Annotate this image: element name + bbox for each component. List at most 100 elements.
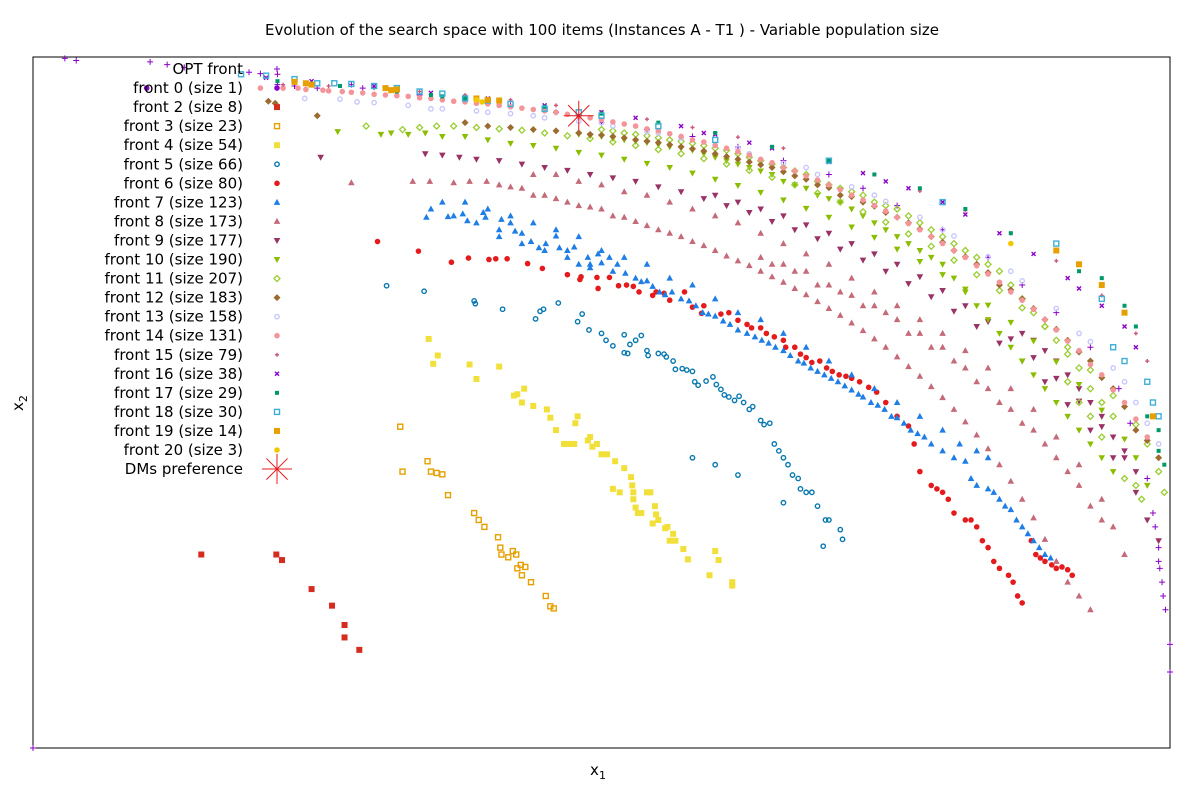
data-point-s8-93 (905, 329, 912, 336)
data-point-s3-20 (527, 578, 535, 586)
data-point-s5-38 (725, 394, 732, 400)
data-point-s9-19 (814, 236, 821, 243)
data-point-s2-7 (356, 646, 363, 653)
data-point-s6-42 (823, 365, 830, 371)
legend-label: front 12 (size 183) (105, 289, 244, 307)
data-point-s11-42 (1063, 350, 1072, 359)
data-point-s5-32 (695, 382, 702, 389)
data-point-s5-23 (655, 350, 662, 357)
data-point-s14-4 (359, 90, 366, 96)
legend-marker (274, 332, 280, 339)
data-point-s7-79 (1007, 506, 1015, 513)
data-point-s14-57 (735, 148, 741, 155)
data-point-s8-82 (1053, 433, 1060, 440)
data-point-s10-41 (1075, 427, 1083, 434)
data-point-s9-21 (859, 257, 867, 264)
data-point-s10-73 (711, 154, 719, 161)
data-point-s5-56 (814, 503, 821, 510)
data-point-s14-28 (905, 220, 912, 227)
data-point-s11-88 (1086, 412, 1095, 421)
data-point-s11-16 (722, 160, 731, 169)
data-point-s7-102 (666, 274, 674, 281)
data-point-s4-31 (632, 504, 639, 511)
data-point-s11-45 (1029, 308, 1038, 317)
data-point-s11-50 (972, 253, 981, 262)
data-point-s8-105 (825, 281, 833, 288)
data-point-s12-16 (757, 161, 765, 169)
data-point-s8-69 (757, 229, 764, 236)
data-point-s12-4 (484, 122, 492, 130)
data-point-s7-75 (984, 485, 992, 492)
data-point-s7-9 (511, 227, 519, 234)
data-point-s11-20 (813, 189, 822, 198)
data-point-s4-30 (630, 496, 637, 503)
data-point-s7-12 (535, 244, 543, 251)
data-point-s8-89 (814, 281, 821, 288)
data-point-s3-6 (444, 491, 452, 499)
data-point-s14-36 (1087, 361, 1094, 368)
data-point-s18-22 (1109, 344, 1117, 351)
data-point-s18-19 (939, 198, 946, 206)
data-point-s9-55 (1018, 330, 1026, 337)
data-point-s14-15 (610, 119, 616, 125)
data-point-s5-45 (761, 421, 767, 428)
data-point-s5-1 (421, 288, 428, 295)
data-point-s13-38 (1007, 268, 1014, 275)
data-point-s17-2 (337, 84, 342, 89)
data-point-s10-22 (825, 214, 833, 221)
data-point-s7-56 (841, 382, 849, 389)
data-point-s8-23 (689, 237, 696, 244)
data-point-s14-61 (644, 126, 650, 132)
data-point-s6-59 (951, 510, 957, 516)
legend-label: front 11 (size 207) (105, 270, 244, 288)
data-point-s13-27 (1144, 420, 1151, 427)
data-point-s7-114 (450, 212, 457, 219)
data-point-s14-18 (678, 133, 684, 140)
data-point-s6-79 (1069, 572, 1076, 579)
plot-area (32, 56, 1171, 749)
data-point-s4-6 (510, 392, 517, 399)
data-point-s6-75 (1048, 562, 1055, 568)
data-point-s11-85 (1131, 481, 1140, 490)
data-point-s5-42 (746, 406, 753, 413)
data-point-s14-6 (405, 93, 412, 100)
data-point-s3-1 (399, 468, 406, 475)
data-point-s4-12 (547, 414, 554, 421)
data-point-s7-78 (1001, 502, 1009, 509)
legend-marker (274, 313, 280, 320)
data-point-s6-26 (701, 302, 707, 309)
chart-title: Evolution of the search space with 100 i… (265, 21, 939, 39)
data-point-s11-39 (1097, 398, 1106, 407)
data-point-s3-3 (427, 468, 435, 475)
data-point-s6-72 (1033, 551, 1039, 558)
data-point-s10-53 (939, 261, 946, 268)
data-point-s7-104 (620, 253, 628, 260)
legend-marker (273, 294, 281, 302)
data-point-s6-32 (757, 325, 764, 331)
dms-preference-marker (563, 100, 594, 131)
data-point-s7-86 (1047, 554, 1054, 561)
data-point-s4-42 (715, 557, 722, 564)
legend-label: front 18 (size 30) (114, 403, 243, 421)
data-point-s14-30 (951, 247, 957, 254)
data-point-s17-23 (1156, 428, 1161, 433)
data-point-s7-16 (564, 246, 571, 253)
data-point-s5-31 (691, 378, 698, 385)
data-point-s6-7 (524, 260, 531, 267)
data-point-s11-1 (398, 125, 407, 134)
data-point-s8-110 (939, 343, 946, 350)
data-point-s14-54 (803, 173, 809, 179)
data-point-s9-7 (541, 165, 548, 172)
data-point-s2-2 (279, 557, 286, 564)
data-point-s6-61 (968, 517, 974, 523)
data-point-s11-22 (859, 207, 867, 216)
data-point-s7-80 (1013, 516, 1020, 523)
data-point-s10-8 (507, 140, 514, 147)
data-point-s11-14 (677, 149, 686, 158)
data-point-s6-14 (606, 274, 613, 281)
data-point-s14-60 (666, 130, 673, 137)
series-12 (264, 97, 1163, 462)
data-point-s10-36 (1132, 455, 1140, 462)
data-point-s5-18 (621, 349, 628, 356)
